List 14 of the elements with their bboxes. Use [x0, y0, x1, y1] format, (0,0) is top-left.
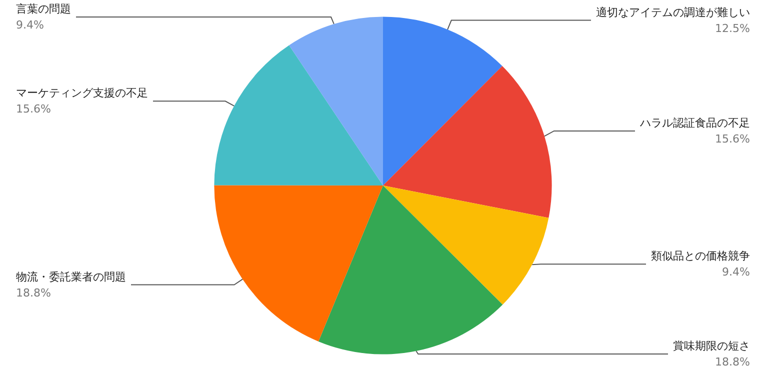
- slice-label: ハラル認証食品の不足: [639, 116, 750, 130]
- data-label: 15.6%: [16, 102, 51, 116]
- data-label: 15.6%: [715, 132, 750, 146]
- data-label: 18.8%: [16, 286, 51, 300]
- slice-label: 言葉の問題: [16, 2, 71, 16]
- slice-label: 類似品との価格競争: [651, 250, 750, 263]
- slice-label: マーケティング支援の不足: [16, 86, 148, 100]
- data-label: 12.5%: [715, 22, 750, 35]
- slice-label: 適切なアイテムの調達が難しい: [596, 6, 750, 19]
- data-label: 18.8%: [715, 356, 750, 368]
- data-label: 9.4%: [722, 266, 750, 279]
- slice-label: 賞味期限の短さ: [673, 340, 750, 352]
- data-label: 9.4%: [16, 18, 44, 32]
- slice-label: 物流・委託業者の問題: [16, 270, 126, 284]
